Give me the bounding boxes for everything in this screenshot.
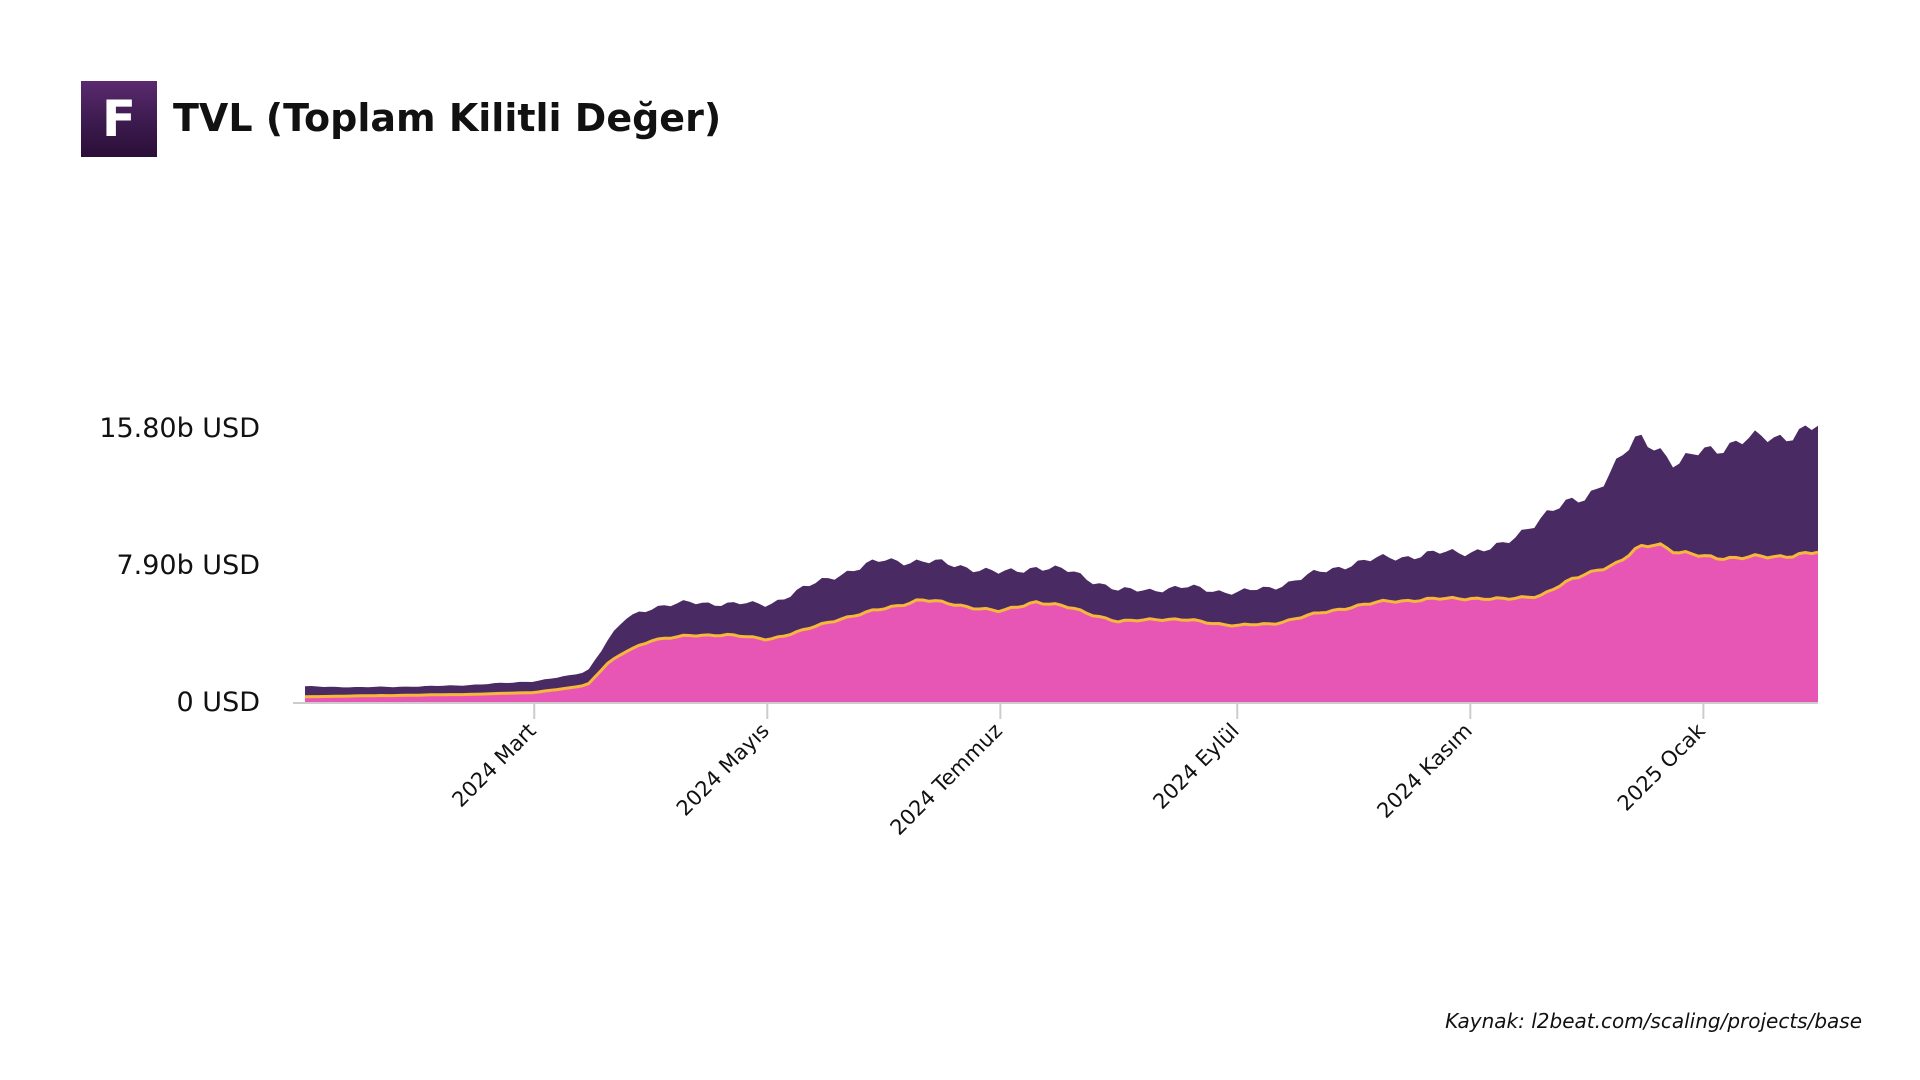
x-tick-label: 2024 Kasım <box>1372 719 1476 823</box>
y-axis-ticks: 0 USD 7.90b USD 15.80b USD <box>99 413 260 718</box>
plot-area <box>304 425 1819 702</box>
y-tick-label: 0 USD <box>177 687 260 718</box>
x-tick-label: 2024 Mart <box>447 719 540 812</box>
series-lower-area <box>305 543 1818 702</box>
x-tick-label: 2025 Ocak <box>1613 718 1711 816</box>
series-lower-line <box>304 542 1819 699</box>
chart-title: TVL (Toplam Kilitli Değer) <box>173 96 722 140</box>
y-tick-label: 7.90b USD <box>116 550 260 581</box>
x-tick-label: 2024 Temmuz <box>886 719 1007 840</box>
x-tick-label: 2024 Eylül <box>1148 719 1243 814</box>
x-tick-label: 2024 Mayıs <box>672 719 774 821</box>
logo: F <box>81 81 157 157</box>
logo-letter: F <box>101 90 137 148</box>
x-axis-ticks: 2024 Mart 2024 Mayıs 2024 Temmuz 2024 Eylül… <box>447 703 1710 840</box>
y-tick-label: 15.80b USD <box>99 413 260 444</box>
source-note: Kaynak: l2beat.com/scaling/projects/base <box>1445 1009 1862 1033</box>
